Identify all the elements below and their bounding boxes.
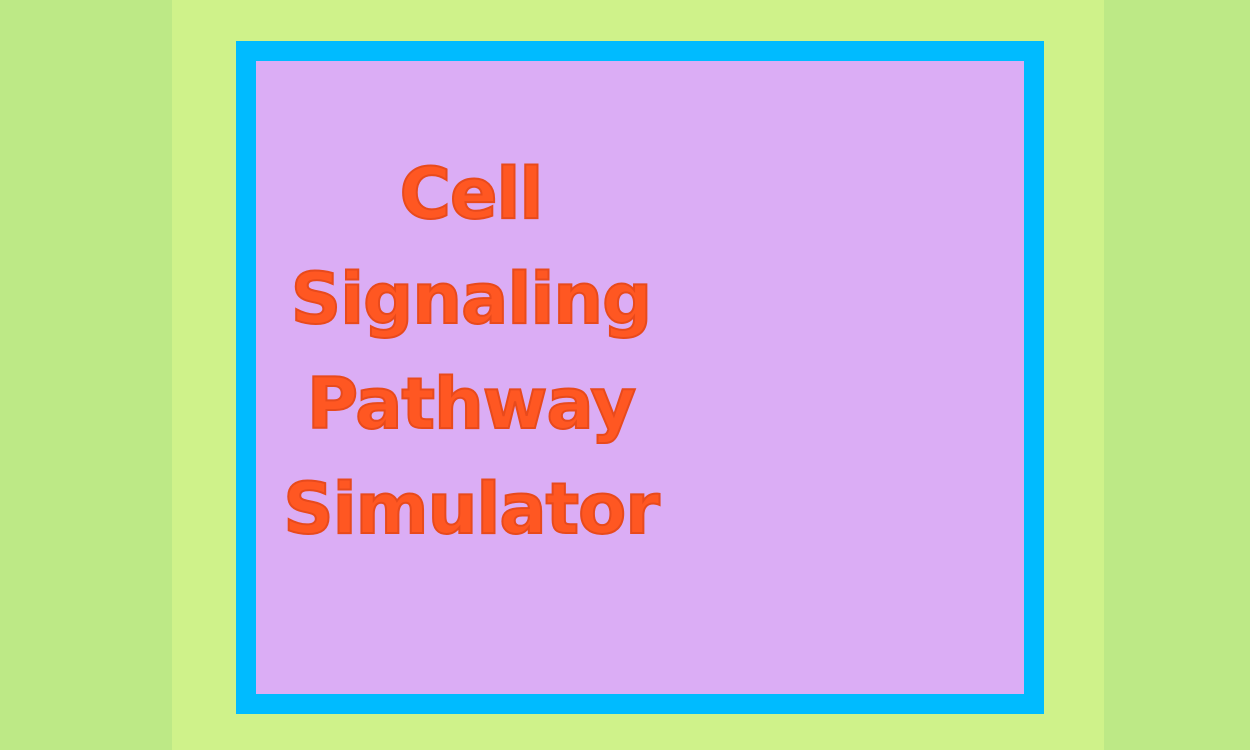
title-line-4: Simulator (282, 467, 661, 551)
game-title: Cell Signaling Pathway Simulator (276, 142, 666, 562)
title-line-1: Cell (399, 152, 545, 236)
game-title-panel: Cell Signaling Pathway Simulator (236, 41, 1044, 714)
title-line-2: Signaling (290, 257, 654, 341)
title-line-3: Pathway (306, 362, 637, 446)
